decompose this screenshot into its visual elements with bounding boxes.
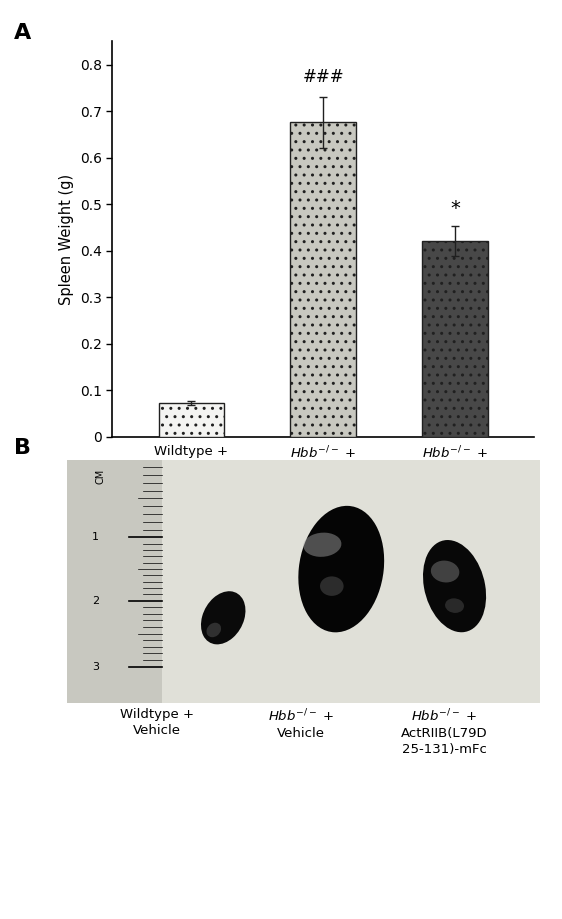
Text: 2: 2 (92, 596, 99, 606)
Ellipse shape (298, 505, 384, 632)
Ellipse shape (303, 533, 341, 557)
Text: ###: ### (302, 67, 344, 85)
Ellipse shape (431, 561, 459, 583)
Text: A: A (14, 23, 31, 43)
Y-axis label: Spleen Weight (g): Spleen Weight (g) (60, 174, 74, 304)
Text: B: B (14, 438, 31, 459)
FancyBboxPatch shape (67, 460, 162, 703)
Text: 3: 3 (92, 662, 99, 672)
Bar (158, 403, 224, 437)
Ellipse shape (320, 576, 343, 596)
FancyBboxPatch shape (67, 460, 540, 703)
Text: 1: 1 (92, 532, 99, 542)
Ellipse shape (445, 598, 464, 613)
Text: *: * (450, 199, 460, 218)
Text: CM: CM (96, 469, 106, 484)
Ellipse shape (201, 591, 246, 644)
Text: $Hbb^{-/-}$ +
ActRIIB(L79D
25-131)-mFc: $Hbb^{-/-}$ + ActRIIB(L79D 25-131)-mFc (401, 708, 487, 756)
Ellipse shape (206, 623, 221, 637)
FancyBboxPatch shape (162, 460, 540, 703)
Text: $Hbb^{-/-}$ +
Vehicle: $Hbb^{-/-}$ + Vehicle (268, 708, 334, 740)
Bar (290, 122, 356, 437)
Text: Wildtype +
Vehicle: Wildtype + Vehicle (120, 708, 194, 737)
Ellipse shape (423, 540, 486, 632)
Bar (422, 242, 488, 437)
